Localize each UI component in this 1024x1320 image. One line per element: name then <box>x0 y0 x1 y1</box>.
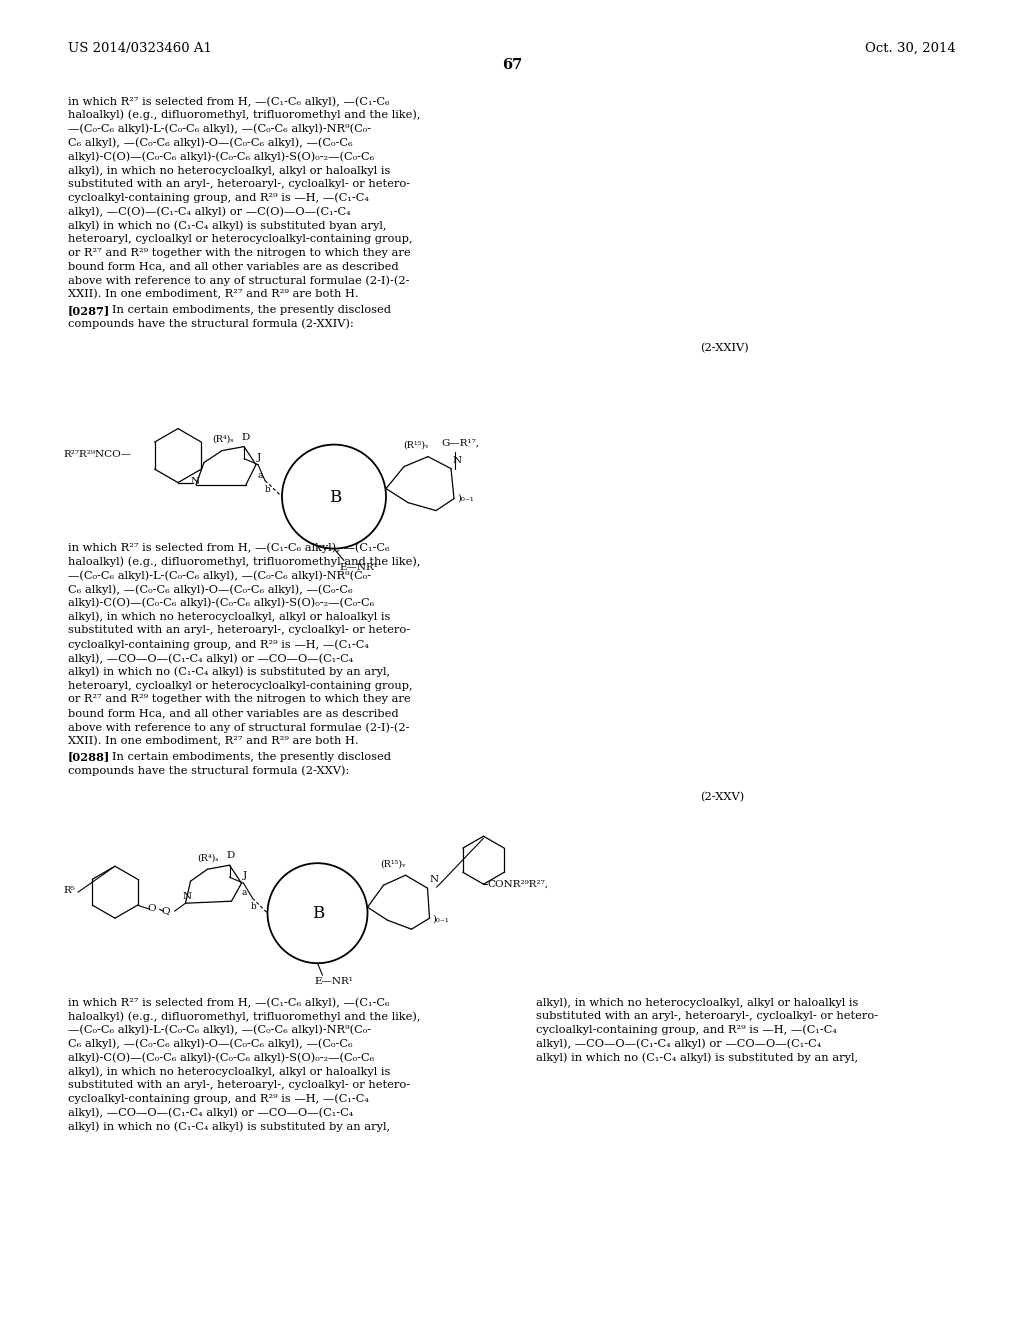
Text: alkyl)-C(O)—(C₀-C₆ alkyl)-(C₀-C₆ alkyl)-S(O)₀-₂—(C₀-C₆: alkyl)-C(O)—(C₀-C₆ alkyl)-(C₀-C₆ alkyl)-… <box>68 152 374 162</box>
Text: cycloalkyl-containing group, and R²⁹ is —H, —(C₁-C₄: cycloalkyl-containing group, and R²⁹ is … <box>68 1094 369 1105</box>
Text: compounds have the structural formula (2-XXV):: compounds have the structural formula (2… <box>68 766 349 776</box>
Text: [0288]: [0288] <box>68 751 111 763</box>
Text: a: a <box>258 471 263 479</box>
Text: )₀₋₁: )₀₋₁ <box>457 494 474 503</box>
Text: (R⁴)ₛ: (R⁴)ₛ <box>198 853 219 862</box>
Text: b: b <box>251 902 256 911</box>
Text: compounds have the structural formula (2-XXIV):: compounds have the structural formula (2… <box>68 319 353 330</box>
Text: E—NR¹: E—NR¹ <box>339 562 378 572</box>
Text: above with reference to any of structural formulae (2-I)-(2-: above with reference to any of structura… <box>68 276 410 286</box>
Text: alkyl)-C(O)—(C₀-C₆ alkyl)-(C₀-C₆ alkyl)-S(O)₀-₂—(C₀-C₆: alkyl)-C(O)—(C₀-C₆ alkyl)-(C₀-C₆ alkyl)-… <box>68 598 374 609</box>
Text: N: N <box>191 477 200 486</box>
Text: G—R¹⁷,: G—R¹⁷, <box>441 438 479 447</box>
Text: XXII). In one embodiment, R²⁷ and R²⁹ are both H.: XXII). In one embodiment, R²⁷ and R²⁹ ar… <box>68 289 358 300</box>
Text: haloalkyl) (e.g., difluoromethyl, trifluoromethyl and the like),: haloalkyl) (e.g., difluoromethyl, triflu… <box>68 1011 421 1022</box>
Text: alkyl) in which no (C₁-C₄ alkyl) is substituted by an aryl,: alkyl) in which no (C₁-C₄ alkyl) is subs… <box>68 1122 390 1133</box>
Text: [0287]: [0287] <box>68 305 111 315</box>
Text: CONR²⁹R²⁷,: CONR²⁹R²⁷, <box>487 879 549 888</box>
Text: (R⁴)ₛ: (R⁴)ₛ <box>212 434 233 444</box>
Text: N: N <box>182 892 191 902</box>
Text: (2-XXV): (2-XXV) <box>700 792 744 803</box>
Text: )₀₋₁: )₀₋₁ <box>432 915 450 923</box>
Text: cycloalkyl-containing group, and R²⁹ is —H, —(C₁-C₄: cycloalkyl-containing group, and R²⁹ is … <box>536 1024 837 1035</box>
Text: J: J <box>257 453 261 462</box>
Text: alkyl) in which no (C₁-C₄ alkyl) is substituted by an aryl,: alkyl) in which no (C₁-C₄ alkyl) is subs… <box>68 667 390 677</box>
Text: in which R²⁷ is selected from H, —(C₁-C₆ alkyl), —(C₁-C₆: in which R²⁷ is selected from H, —(C₁-C₆… <box>68 543 389 553</box>
Text: bound form Hca, and all other variables are as described: bound form Hca, and all other variables … <box>68 261 398 272</box>
Text: In certain embodiments, the presently disclosed: In certain embodiments, the presently di… <box>112 751 391 762</box>
Text: substituted with an aryl-, heteroaryl-, cycloalkyl- or hetero-: substituted with an aryl-, heteroaryl-, … <box>68 1080 411 1090</box>
Text: C₆ alkyl), —(C₀-C₆ alkyl)-O—(C₀-C₆ alkyl), —(C₀-C₆: C₆ alkyl), —(C₀-C₆ alkyl)-O—(C₀-C₆ alkyl… <box>68 137 352 148</box>
Text: substituted with an aryl-, heteroaryl-, cycloalkyl- or hetero-: substituted with an aryl-, heteroaryl-, … <box>68 626 411 635</box>
Text: in which R²⁷ is selected from H, —(C₁-C₆ alkyl), —(C₁-C₆: in which R²⁷ is selected from H, —(C₁-C₆… <box>68 96 389 107</box>
Text: Oct. 30, 2014: Oct. 30, 2014 <box>865 42 956 55</box>
Text: alkyl), —CO—O—(C₁-C₄ alkyl) or —CO—O—(C₁-C₄: alkyl), —CO—O—(C₁-C₄ alkyl) or —CO—O—(C₁… <box>536 1039 821 1049</box>
Text: in which R²⁷ is selected from H, —(C₁-C₆ alkyl), —(C₁-C₆: in which R²⁷ is selected from H, —(C₁-C₆… <box>68 997 389 1007</box>
Text: above with reference to any of structural formulae (2-I)-(2-: above with reference to any of structura… <box>68 722 410 733</box>
Text: alkyl)-C(O)—(C₀-C₆ alkyl)-(C₀-C₆ alkyl)-S(O)₀-₂—(C₀-C₆: alkyl)-C(O)—(C₀-C₆ alkyl)-(C₀-C₆ alkyl)-… <box>68 1052 374 1063</box>
Text: alkyl), in which no heterocycloalkyl, alkyl or haloalkyl is: alkyl), in which no heterocycloalkyl, al… <box>536 997 858 1007</box>
Text: J: J <box>243 871 247 880</box>
Text: alkyl), in which no heterocycloalkyl, alkyl or haloalkyl is: alkyl), in which no heterocycloalkyl, al… <box>68 611 390 622</box>
Text: alkyl), —C(O)—(C₁-C₄ alkyl) or —C(O)—O—(C₁-C₄: alkyl), —C(O)—(C₁-C₄ alkyl) or —C(O)—O—(… <box>68 206 350 216</box>
Text: cycloalkyl-containing group, and R²⁹ is —H, —(C₁-C₄: cycloalkyl-containing group, and R²⁹ is … <box>68 639 369 649</box>
Text: D: D <box>226 851 234 861</box>
Text: XXII). In one embodiment, R²⁷ and R²⁹ are both H.: XXII). In one embodiment, R²⁷ and R²⁹ ar… <box>68 735 358 746</box>
Text: alkyl), —CO—O—(C₁-C₄ alkyl) or —CO—O—(C₁-C₄: alkyl), —CO—O—(C₁-C₄ alkyl) or —CO—O—(C₁… <box>68 1107 353 1118</box>
Text: heteroaryl, cycloalkyl or heterocycloalkyl-containing group,: heteroaryl, cycloalkyl or heterocycloalk… <box>68 681 413 690</box>
Text: bound form Hca, and all other variables are as described: bound form Hca, and all other variables … <box>68 709 398 718</box>
Text: C₆ alkyl), —(C₀-C₆ alkyl)-O—(C₀-C₆ alkyl), —(C₀-C₆: C₆ alkyl), —(C₀-C₆ alkyl)-O—(C₀-C₆ alkyl… <box>68 1039 352 1049</box>
Text: alkyl), —CO—O—(C₁-C₄ alkyl) or —CO—O—(C₁-C₄: alkyl), —CO—O—(C₁-C₄ alkyl) or —CO—O—(C₁… <box>68 653 353 664</box>
Text: In certain embodiments, the presently disclosed: In certain embodiments, the presently di… <box>112 305 391 315</box>
Text: R²⁷R²⁹NCO—: R²⁷R²⁹NCO— <box>63 450 131 458</box>
Text: C₆ alkyl), —(C₀-C₆ alkyl)-O—(C₀-C₆ alkyl), —(C₀-C₆: C₆ alkyl), —(C₀-C₆ alkyl)-O—(C₀-C₆ alkyl… <box>68 583 352 594</box>
Text: or R²⁷ and R²⁹ together with the nitrogen to which they are: or R²⁷ and R²⁹ together with the nitroge… <box>68 248 411 257</box>
Text: cycloalkyl-containing group, and R²⁹ is —H, —(C₁-C₄: cycloalkyl-containing group, and R²⁹ is … <box>68 193 369 203</box>
Text: —(C₀-C₆ alkyl)-L-(C₀-C₆ alkyl), —(C₀-C₆ alkyl)-NR⁹(C₀-: —(C₀-C₆ alkyl)-L-(C₀-C₆ alkyl), —(C₀-C₆ … <box>68 1024 371 1035</box>
Text: B: B <box>329 488 341 506</box>
Text: —(C₀-C₆ alkyl)-L-(C₀-C₆ alkyl), —(C₀-C₆ alkyl)-NR⁹(C₀-: —(C₀-C₆ alkyl)-L-(C₀-C₆ alkyl), —(C₀-C₆ … <box>68 570 371 581</box>
Text: alkyl), in which no heterocycloalkyl, alkyl or haloalkyl is: alkyl), in which no heterocycloalkyl, al… <box>68 1067 390 1077</box>
Text: N: N <box>453 455 462 465</box>
Text: R⁵: R⁵ <box>63 886 75 895</box>
Text: —(C₀-C₆ alkyl)-L-(C₀-C₆ alkyl), —(C₀-C₆ alkyl)-NR⁹(C₀-: —(C₀-C₆ alkyl)-L-(C₀-C₆ alkyl), —(C₀-C₆ … <box>68 124 371 135</box>
Text: alkyl) in which no (C₁-C₄ alkyl) is substituted by an aryl,: alkyl) in which no (C₁-C₄ alkyl) is subs… <box>536 1052 858 1063</box>
Text: a: a <box>242 888 247 898</box>
Text: (2-XXIV): (2-XXIV) <box>700 343 749 352</box>
Text: substituted with an aryl-, heteroaryl-, cycloalkyl- or hetero-: substituted with an aryl-, heteroaryl-, … <box>536 1011 879 1020</box>
Text: or R²⁷ and R²⁹ together with the nitrogen to which they are: or R²⁷ and R²⁹ together with the nitroge… <box>68 694 411 705</box>
Text: alkyl) in which no (C₁-C₄ alkyl) is substituted byan aryl,: alkyl) in which no (C₁-C₄ alkyl) is subs… <box>68 220 386 231</box>
Text: alkyl), in which no heterocycloalkyl, alkyl or haloalkyl is: alkyl), in which no heterocycloalkyl, al… <box>68 165 390 176</box>
Text: (R¹⁵)ᵥ: (R¹⁵)ᵥ <box>403 441 429 450</box>
Text: B: B <box>312 906 325 923</box>
Text: 67: 67 <box>502 58 522 73</box>
Text: b: b <box>265 484 270 494</box>
Text: haloalkyl) (e.g., difluoromethyl, trifluoromethyl and the like),: haloalkyl) (e.g., difluoromethyl, triflu… <box>68 557 421 568</box>
Text: heteroaryl, cycloalkyl or heterocycloalkyl-containing group,: heteroaryl, cycloalkyl or heterocycloalk… <box>68 234 413 244</box>
Text: E—NR¹: E—NR¹ <box>314 977 353 986</box>
Text: US 2014/0323460 A1: US 2014/0323460 A1 <box>68 42 212 55</box>
Text: substituted with an aryl-, heteroaryl-, cycloalkyl- or hetero-: substituted with an aryl-, heteroaryl-, … <box>68 178 411 189</box>
Text: haloalkyl) (e.g., difluoromethyl, trifluoromethyl and the like),: haloalkyl) (e.g., difluoromethyl, triflu… <box>68 110 421 120</box>
Text: O: O <box>147 904 156 913</box>
Text: (R¹⁵)ᵥ: (R¹⁵)ᵥ <box>381 859 407 869</box>
Text: D: D <box>241 433 249 442</box>
Text: N: N <box>429 875 438 884</box>
Text: Q: Q <box>162 907 170 915</box>
